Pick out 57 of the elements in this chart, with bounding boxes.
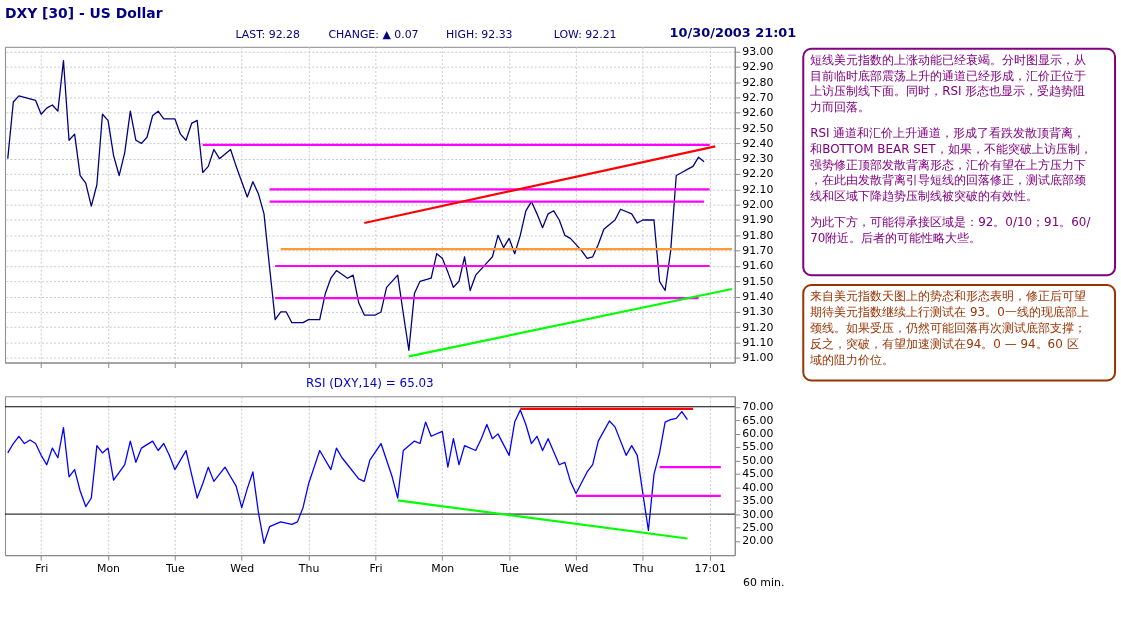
y-tick-label: 91.20: [742, 320, 774, 334]
y-tick-label: 35.00: [742, 494, 774, 508]
text: RSI 通道和汇价上升通道，形成了看跌发散顶背离，和BOTTOM BEAR SET，如果，不能突破上访压制，强势修正顶部发散背离形态，汇价有望在上方压力下，在此由发散背离引导短线的回落修正，测试底部颈线和区域下降趋势压制线被突破的有效性。: [810, 125, 1092, 204]
text: LOW: 92.21: [553, 27, 617, 41]
y-tick-label: 92.20: [742, 167, 774, 181]
y-tick-label: 91.90: [742, 213, 774, 227]
x-tick-label: Thu: [632, 561, 654, 575]
y-tick-label: 50.00: [742, 453, 774, 467]
x-tick-label: Fri: [369, 561, 383, 575]
y-tick-label: 40.00: [742, 480, 774, 494]
y-tick-label: 91.00: [742, 351, 774, 365]
y-tick-label: 91.80: [742, 228, 774, 242]
y-tick-label: 93.00: [742, 44, 774, 58]
chart-title: DXY [30] - US Dollar: [4, 4, 163, 21]
y-tick-label: 45.00: [742, 467, 774, 481]
text: 为此下方，可能得承接区域是：92。0/10；91。60/70附近。后者的可能性略大些。: [810, 214, 1092, 245]
y-tick-label: 91.60: [742, 259, 774, 273]
text: 短线美元指数的上涨动能已经衰竭。分时图显示，从目前临时底部震荡上升的通道已经形成，汇价正位于上访压制线下面。同时，RSI 形态也显示，受趋势阻力而回落。: [810, 52, 1087, 115]
x-tick-label: 17:01: [694, 561, 726, 575]
y-tick-label: 92.00: [742, 198, 774, 212]
x-tick-label: Wed: [230, 561, 255, 575]
text: 来自美元指数天图上的势态和形态表明，修正后可望期待美元指数继续上行测试在 93。0一线的现底部上颈线。如果受压，仍然可能回落再次测试底部支撑；反之，突破，有望加速测试在94。0 — 94。60 区域的阻力价位。: [809, 288, 1089, 367]
x-tick-label: Fri: [35, 561, 49, 575]
x-tick-label: Mon: [431, 561, 455, 575]
y-tick-label: 60.00: [742, 427, 774, 441]
y-tick-label: 91.50: [742, 274, 774, 288]
y-tick-label: 92.30: [742, 152, 774, 166]
y-tick-label: 91.40: [742, 290, 774, 304]
text: 60 min.: [743, 575, 785, 589]
y-tick-label: 92.80: [742, 75, 774, 89]
line-series: [7, 59, 705, 351]
y-tick-label: 92.10: [742, 182, 774, 196]
y-tick-label: 70.00: [742, 400, 774, 414]
x-tick-label: Wed: [564, 561, 589, 575]
text: 10/30/2003 21:01: [669, 24, 797, 40]
y-tick-label: 25.00: [742, 521, 774, 534]
y-tick-label: 65.00: [742, 413, 774, 427]
x-tick-label: Thu: [297, 561, 320, 575]
text: HIGH: 92.33: [446, 27, 513, 41]
y-tick-label: 20.00: [742, 534, 774, 548]
text: LAST: 92.28: [235, 27, 301, 41]
y-tick-label: 92.90: [742, 60, 774, 74]
y-tick-label: 91.10: [742, 336, 774, 350]
y-tick-label: 92.50: [742, 121, 774, 135]
x-tick-label: Tue: [165, 561, 185, 575]
line-series: [7, 409, 689, 544]
y-tick-label: 92.40: [742, 136, 774, 150]
y-tick-label: 55.00: [742, 440, 774, 454]
y-tick-label: 91.30: [742, 305, 774, 319]
text: CHANGE: ▲ 0.07: [328, 27, 419, 41]
y-tick-label: 30.00: [742, 507, 774, 521]
x-tick-label: Tue: [499, 561, 520, 575]
y-tick-label: 91.70: [742, 244, 774, 258]
chart-title: RSI (DXY,14) = 65.03: [306, 376, 434, 391]
y-tick-label: 92.60: [742, 106, 774, 120]
x-tick-label: Mon: [97, 561, 121, 575]
y-tick-label: 92.70: [742, 90, 774, 104]
